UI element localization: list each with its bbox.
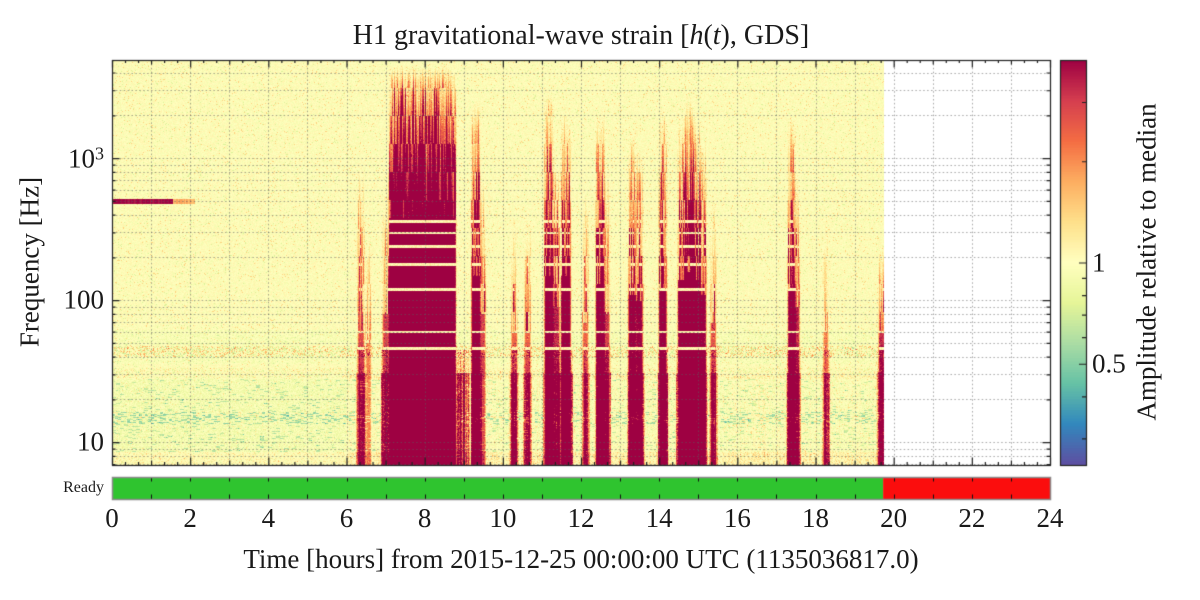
x-tick-label: 18 (802, 503, 829, 533)
title-math-part: h (689, 20, 704, 51)
x-axis-label: Time [hours] from 2015-12-25 00:00:00 UT… (243, 544, 919, 574)
x-tick-label: 20 (880, 503, 908, 533)
x-tick-label: 10 (489, 503, 517, 533)
title-text-part: ( (703, 20, 713, 51)
y-tick-label: 103 (68, 143, 104, 174)
x-tick-label: 16 (723, 503, 751, 533)
plot-title: H1 gravitational-wave strain [h(t), GDS] (353, 20, 809, 52)
x-tick-label: 6 (339, 503, 354, 533)
title-math-part: t (712, 20, 721, 51)
colorbar-tick-label: 0.5 (1092, 348, 1126, 379)
x-tick-label: 24 (1036, 503, 1064, 533)
y-tick-label: 100 (63, 284, 105, 315)
y-tick-label: 10 (77, 426, 104, 457)
x-tick-label: 0 (105, 503, 119, 533)
x-tick-label: 2 (183, 503, 197, 533)
x-tick-label: 12 (567, 503, 595, 533)
colorbar-tick-label: 1 (1092, 247, 1106, 277)
y-axis-label: Frequency [Hz] (14, 176, 45, 348)
title-text-part: ), GDS] (720, 20, 810, 51)
x-tick-label: 8 (417, 503, 432, 533)
x-tick-label: 22 (958, 503, 986, 533)
x-tick-label: 14 (645, 503, 673, 533)
state-bar-label: Ready (63, 479, 104, 496)
x-tick-label: 4 (261, 503, 276, 533)
title-text-part: H1 gravitational-wave strain [ (352, 20, 690, 51)
colorbar-label: Amplitude relative to median (1131, 103, 1162, 421)
